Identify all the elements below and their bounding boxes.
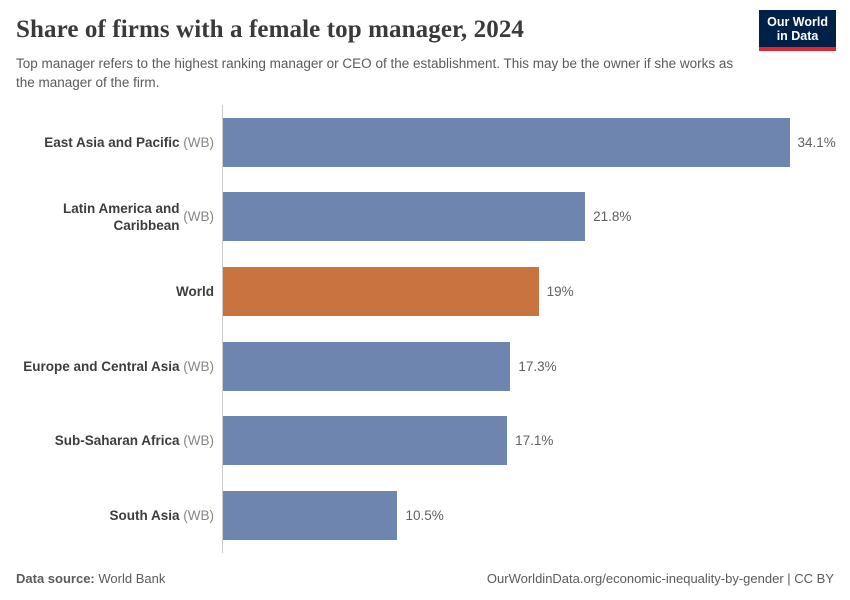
bar[interactable] xyxy=(223,192,586,242)
category-label: South Asia (WB) xyxy=(0,478,222,553)
owid-link[interactable]: OurWorldinData.org/economic-inequality-b… xyxy=(486,571,784,586)
bar-area: 10.5% xyxy=(222,477,850,553)
chart-row: Latin America and Caribbean (WB) 21.8% xyxy=(0,179,850,255)
chart-row: East Asia and Pacific (WB) 34.1% xyxy=(0,105,850,180)
chart-header: Share of firms with a female top manager… xyxy=(0,0,850,92)
bar-chart: East Asia and Pacific (WB) 34.1% Latin Ame… xyxy=(0,105,850,553)
category-name: South Asia xyxy=(109,507,180,523)
category-name: East Asia and Pacific xyxy=(44,134,180,150)
category-suffix: (WB) xyxy=(179,209,214,225)
bar-area: 21.8% xyxy=(222,179,850,255)
category-name: World xyxy=(176,283,214,299)
category-name: Europe and Central Asia xyxy=(23,358,180,374)
category-suffix: (WB) xyxy=(179,507,214,523)
bar-area: 19% xyxy=(222,254,850,329)
data-source: Data source: World Bank xyxy=(16,571,165,586)
category-label: World xyxy=(0,254,222,329)
bar[interactable] xyxy=(223,490,398,540)
category-name: Sub-Saharan Africa xyxy=(54,433,180,449)
bar-area: 17.3% xyxy=(222,328,850,404)
category-suffix: (WB) xyxy=(179,433,214,449)
value-label: 17.3% xyxy=(518,358,557,374)
category-label: East Asia and Pacific (WB) xyxy=(0,105,222,180)
bar[interactable] xyxy=(223,341,511,391)
chart-row: South Asia (WB) 10.5% xyxy=(0,477,850,553)
data-source-label: Data source: xyxy=(16,571,95,586)
chart-footer: Data source: World Bank OurWorldinData.o… xyxy=(16,571,834,586)
chart-row: World 19% xyxy=(0,254,850,329)
chart-subtitle: Top manager refers to the highest rankin… xyxy=(16,56,734,90)
data-source-value: World Bank xyxy=(98,571,166,586)
value-label: 10.5% xyxy=(405,507,444,523)
value-label: 34.1% xyxy=(797,134,836,150)
category-name: Latin America and Caribbean xyxy=(62,200,180,233)
category-label: Europe and Central Asia (WB) xyxy=(0,329,222,404)
owid-logo-line2: in Data xyxy=(776,29,819,43)
owid-logo-line1: Our World xyxy=(767,15,828,29)
value-label: 17.1% xyxy=(515,433,554,449)
bar[interactable] xyxy=(223,117,790,167)
bar-area: 17.1% xyxy=(222,403,850,478)
chart-row: Sub-Saharan Africa (WB) 17.1% xyxy=(0,403,850,478)
footer-attribution: OurWorldinData.org/economic-inequality-b… xyxy=(487,571,834,586)
category-label: Sub-Saharan Africa (WB) xyxy=(0,403,222,478)
chart-row: Europe and Central Asia (WB) 17.3% xyxy=(0,328,850,404)
bar[interactable] xyxy=(223,266,539,316)
bar-area: 34.1% xyxy=(222,105,850,180)
bar[interactable] xyxy=(223,416,508,466)
page-title: Share of firms with a female top manager… xyxy=(16,16,525,43)
owid-logo[interactable]: Our World in Data xyxy=(759,10,836,51)
category-suffix: (WB) xyxy=(179,134,214,150)
value-label: 21.8% xyxy=(593,209,632,225)
license-text: | CC BY xyxy=(787,571,834,586)
value-label: 19% xyxy=(546,283,574,299)
category-label: Latin America and Caribbean (WB) xyxy=(0,180,222,255)
category-suffix: (WB) xyxy=(179,358,214,374)
